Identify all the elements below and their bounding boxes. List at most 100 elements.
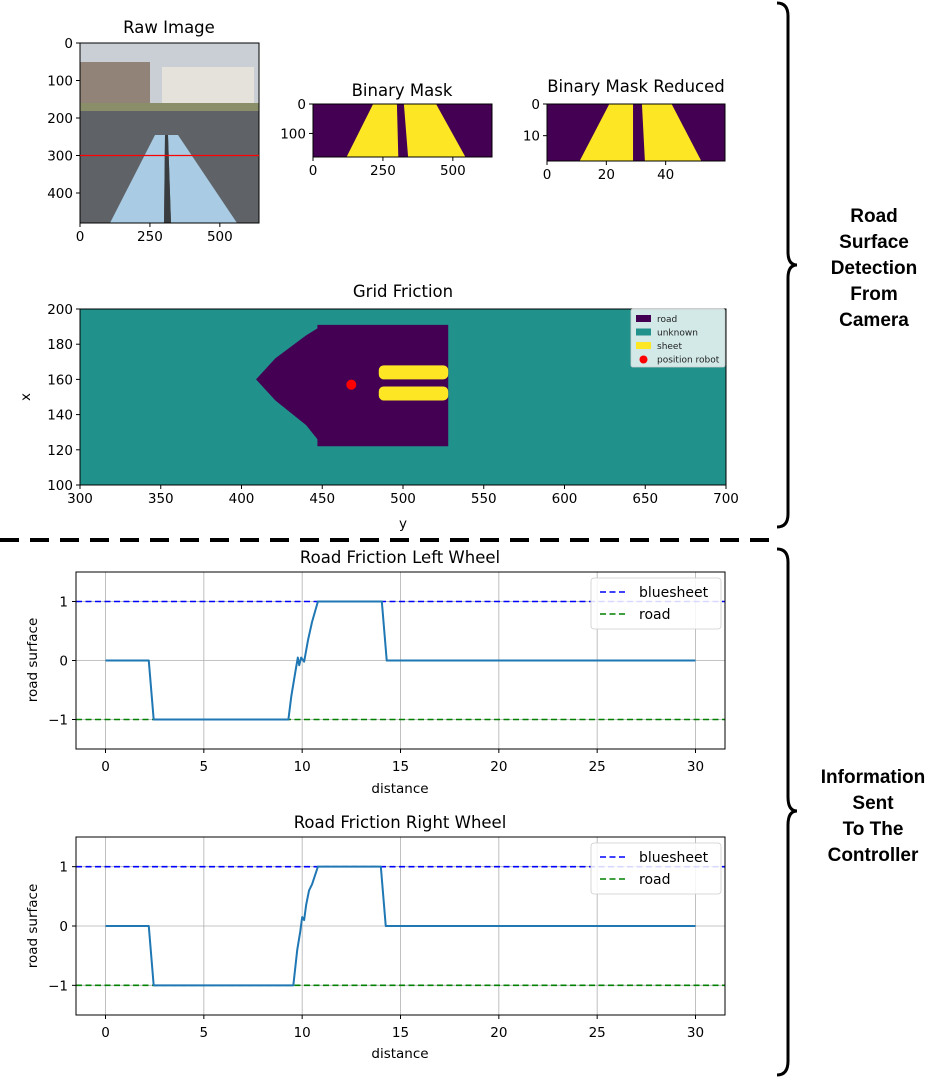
grid-friction-panel: Grid Friction 300 350 400 450 500 550 600 650 70… <box>18 282 739 532</box>
binary-mask-ytick-label: 100 <box>280 126 306 142</box>
raw-image-panel: Raw Image 0 250 500 0 100 200 300 400 <box>47 18 260 245</box>
grid-ytick-label: 160 <box>47 372 73 388</box>
left-wheel-ytick-label: 0 <box>59 654 68 670</box>
left-wheel-panel: Road Friction Left Wheel 0 5 10 15 20 25 30−10… <box>25 548 726 797</box>
top-brace <box>776 1 798 529</box>
binary-mask-reduced-xtick-label: 40 <box>657 167 674 183</box>
binary-mask-reduced-panel: Binary Mask Reduced 0 20 40 0 10 <box>523 77 726 183</box>
raw-image-photo <box>80 43 259 223</box>
right-wheel-ytick-label: 1 <box>59 860 68 876</box>
bottom-side-label-line: Sent <box>852 793 894 814</box>
right-wheel-legend-label: road <box>639 872 670 888</box>
binary-mask-region-right <box>403 104 466 157</box>
raw-image-axes: 0 250 500 0 100 200 300 400 <box>47 36 259 245</box>
top-side-label: Road Surface Detection From Camera <box>831 206 918 331</box>
right-wheel-title: Road Friction Right Wheel <box>294 813 507 832</box>
binary-mask-region-left <box>346 104 399 157</box>
raw-xtick-label: 0 <box>76 229 85 245</box>
raw-ytick-label: 400 <box>47 186 73 202</box>
binary-mask-reduced-region-left <box>579 104 634 161</box>
grid-friction-legend: road unknown sheet position robot <box>630 308 726 368</box>
raw-ytick-label: 200 <box>47 111 73 127</box>
right-wheel-xtick-label: 0 <box>101 1025 110 1041</box>
left-wheel-ytick-label: −1 <box>48 713 68 729</box>
right-wheel-ytick-label: 0 <box>59 919 68 935</box>
binary-mask-axes: 0 250 500 0 100 <box>280 97 466 179</box>
binary-mask-reduced-xtick-label: 0 <box>543 167 552 183</box>
grid-legend-label: sheet <box>657 342 682 352</box>
left-wheel-legend-label: bluesheet <box>639 585 709 601</box>
grid-sheet-strip-lower <box>378 386 449 401</box>
right-wheel-xlabel: distance <box>371 1046 428 1062</box>
left-wheel-title: Road Friction Left Wheel <box>300 548 500 567</box>
grid-xtick-label: 700 <box>713 491 739 507</box>
grid-legend-swatch <box>636 342 651 349</box>
left-wheel-legend-box <box>590 577 722 630</box>
top-side-label-line: From <box>850 284 898 305</box>
raw-image-building <box>162 67 254 107</box>
raw-image-frame <box>79 42 260 224</box>
binary-mask-reduced-ytick-label: 10 <box>523 129 540 145</box>
grid-legend-box <box>630 308 726 368</box>
bottom-side-label-line: To The <box>843 819 904 840</box>
grid-legend-swatch <box>636 315 651 322</box>
binary-mask-background <box>313 104 492 157</box>
binary-mask-xtick-label: 0 <box>309 163 318 179</box>
grid-ytick-label: 100 <box>47 478 73 494</box>
top-side-label-line: Detection <box>831 258 918 279</box>
binary-mask-reduced-title: Binary Mask Reduced <box>547 77 725 96</box>
binary-mask-reduced-ytick-label: 0 <box>531 97 540 113</box>
binary-mask-reduced-region-right <box>641 104 702 161</box>
grid-xtick-label: 350 <box>148 491 174 507</box>
grid-friction-title: Grid Friction <box>353 282 453 301</box>
raw-xtick-label: 500 <box>207 229 233 245</box>
binary-mask-ytick-label: 0 <box>297 97 306 113</box>
right-wheel-xtick-label: 25 <box>589 1025 606 1041</box>
binary-mask-panel: Binary Mask 0 250 500 0 100 <box>280 81 493 179</box>
raw-image-sheet-right <box>168 135 237 223</box>
bottom-side-label-line: Controller <box>828 845 919 866</box>
raw-ytick-label: 100 <box>47 74 73 90</box>
grid-xtick-label: 650 <box>632 491 658 507</box>
grid-friction-axes: 300 350 400 450 500 550 600 650 700 100 120 140 160 1… <box>47 302 739 507</box>
grid-legend-label: unknown <box>657 329 698 339</box>
left-wheel-xtick-label: 20 <box>490 759 507 775</box>
grid-xtick-label: 400 <box>229 491 255 507</box>
raw-image-sheet-gap <box>164 135 171 223</box>
grid-xtick-label: 600 <box>552 491 578 507</box>
right-wheel-xtick-label: 5 <box>200 1025 209 1041</box>
right-wheel-legend-label: bluesheet <box>639 850 709 866</box>
left-wheel-xtick-label: 30 <box>687 759 704 775</box>
left-wheel-series-line <box>105 600 696 721</box>
left-wheel-legend-label: road <box>639 607 670 623</box>
right-wheel-panel: Road Friction Right Wheel 0 5 10 15 20 25 30−1… <box>25 813 726 1062</box>
binary-mask-frame <box>312 103 493 158</box>
right-wheel-xtick-label: 30 <box>687 1025 704 1041</box>
grid-legend-label: road <box>657 315 677 325</box>
raw-image-trees <box>80 62 150 110</box>
grid-ytick-label: 180 <box>47 337 73 353</box>
top-side-label-line: Road <box>850 206 898 227</box>
grid-ytick-label: 120 <box>47 443 73 459</box>
left-wheel-ytick-label: 1 <box>59 595 68 611</box>
left-wheel-xtick-label: 25 <box>589 759 606 775</box>
top-side-label-line: Camera <box>839 310 909 331</box>
raw-ytick-label: 0 <box>64 36 73 52</box>
raw-image-grass <box>80 103 259 113</box>
grid-robot-position <box>346 379 357 390</box>
grid-xtick-label: 500 <box>390 491 416 507</box>
grid-friction-xlabel: y <box>399 516 407 532</box>
grid-legend-marker <box>639 355 648 364</box>
binary-mask-regions <box>346 104 466 157</box>
binary-mask-reduced-xtick-label: 20 <box>598 167 615 183</box>
raw-ytick-label: 300 <box>47 149 73 165</box>
binary-mask-xtick-label: 500 <box>440 163 466 179</box>
binary-mask-xtick-label: 250 <box>370 163 396 179</box>
left-wheel-xlabel: distance <box>371 781 428 797</box>
grid-ytick-label: 140 <box>47 408 73 424</box>
grid-xtick-label: 550 <box>471 491 497 507</box>
raw-image-title: Raw Image <box>123 18 215 37</box>
right-wheel-ytick-label: −1 <box>48 978 68 994</box>
grid-legend-swatch <box>636 328 651 336</box>
grid-xtick-label: 300 <box>67 491 93 507</box>
